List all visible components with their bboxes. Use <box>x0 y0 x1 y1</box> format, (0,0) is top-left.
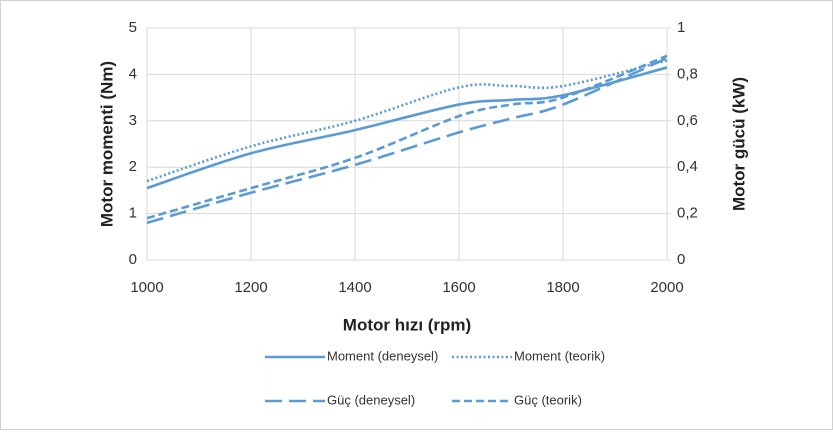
x-tick-label: 1600 <box>442 279 475 296</box>
plot-border <box>146 27 668 261</box>
x-tick-label: 1400 <box>338 279 371 296</box>
x-tick-label: 1800 <box>546 279 579 296</box>
y-tick-label: 3 <box>129 112 137 129</box>
y2-axis-title: Motor gücü (kW) <box>729 77 748 211</box>
x-tick-label: 2000 <box>650 279 683 296</box>
x-tick-label: 1000 <box>130 279 163 296</box>
y-tick-label: 2 <box>129 158 137 175</box>
legend-label: Moment (deneysel) <box>327 348 438 363</box>
y2-tick-label: 0,2 <box>677 205 698 222</box>
y2-tick-label: 1 <box>677 19 685 36</box>
y2-tick-label: 0,6 <box>677 112 698 129</box>
y2-tick-label: 0 <box>677 251 685 268</box>
y-tick-label: 4 <box>129 65 137 82</box>
y-axis-title: Motor momenti (Nm) <box>97 61 116 227</box>
y-tick-label: 5 <box>129 19 137 36</box>
legend-label: Güç (teorik) <box>514 392 582 407</box>
y-tick-label: 1 <box>129 205 137 222</box>
series-line <box>146 56 668 225</box>
x-axis-title: Motor hızı (rpm) <box>343 315 471 334</box>
legend-label: Güç (deneysel) <box>327 392 415 407</box>
y-tick-label: 0 <box>129 251 137 268</box>
x-tick-label: 1200 <box>234 279 267 296</box>
y2-tick-label: 0,8 <box>677 65 698 82</box>
legend-label: Moment (teorik) <box>514 348 605 363</box>
series-line <box>146 54 668 220</box>
y2-tick-label: 0,4 <box>677 158 698 175</box>
series-line <box>146 59 668 183</box>
series-line <box>146 66 668 190</box>
